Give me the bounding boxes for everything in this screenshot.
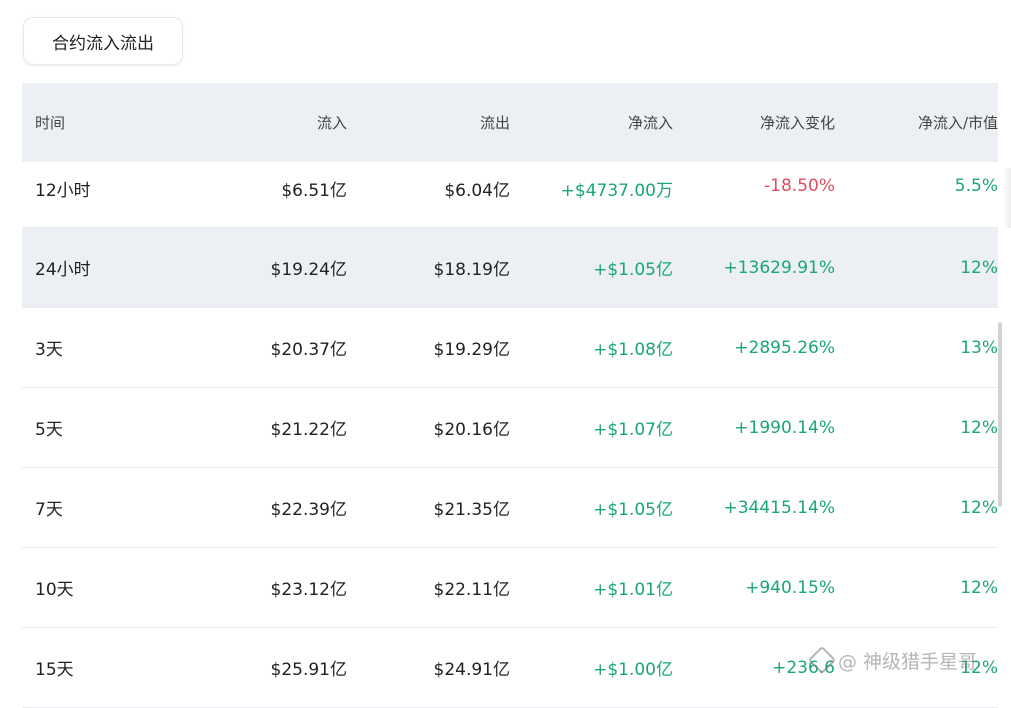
cell-outflow: $20.16亿	[433, 420, 510, 440]
cell-outflow: $22.11亿	[433, 580, 510, 600]
cell-outflow: $21.35亿	[433, 500, 510, 520]
col-header-net: 净流入	[627, 114, 673, 132]
cell-net-change: +940.15%	[745, 577, 835, 598]
watermark: @ 神级猎手星哥	[807, 645, 978, 675]
cell-net-ratio: 5.5%	[954, 176, 998, 196]
cell-net-change: +34415.14%	[723, 497, 835, 518]
col-header-inflow: 流入	[316, 114, 347, 132]
cell-net: +$1.08亿	[593, 340, 673, 360]
contract-flow-tab[interactable]: 合约流入流出	[23, 17, 183, 65]
cell-period: 5天	[35, 420, 63, 440]
cell-period: 7天	[35, 500, 63, 520]
cell-net: +$4737.00万	[560, 181, 673, 201]
cell-inflow: $6.51亿	[281, 181, 347, 201]
cell-net-ratio: 13%	[960, 337, 998, 358]
table-row[interactable]: 3天 $20.37亿 $19.29亿 +$1.08亿 +2895.26% 13%	[22, 308, 998, 388]
cell-outflow: $24.91亿	[433, 660, 510, 680]
flow-table: 时间 流入 流出 净流入 净流入变化 净流入/市值 12小时 $6.51亿 $6…	[22, 83, 998, 708]
watermark-logo-icon	[807, 645, 837, 675]
cell-net-change: +236.6	[772, 657, 835, 678]
col-header-net-ratio: 净流入/市值	[917, 114, 998, 132]
cell-period: 3天	[35, 340, 63, 360]
cell-net: +$1.07亿	[593, 420, 673, 440]
cell-inflow: $22.39亿	[270, 500, 347, 520]
cell-outflow: $6.04亿	[444, 181, 510, 201]
watermark-text: @ 神级猎手星哥	[838, 650, 978, 673]
scroll-edge-shadow	[1003, 168, 1011, 228]
col-header-net-change: 净流入变化	[759, 114, 835, 132]
col-header-outflow: 流出	[479, 114, 510, 132]
cell-net-ratio: 12%	[960, 657, 998, 678]
cell-net-change: -18.50%	[764, 176, 835, 196]
cell-period: 10天	[35, 580, 74, 600]
table-row[interactable]: 24小时 $19.24亿 $18.19亿 +$1.05亿 +13629.91% …	[22, 228, 998, 308]
cell-inflow: $19.24亿	[270, 260, 347, 280]
table-header: 时间 流入 流出 净流入 净流入变化 净流入/市值	[22, 83, 998, 162]
cell-inflow: $20.37亿	[270, 340, 347, 360]
cell-net: +$1.01亿	[593, 580, 673, 600]
cell-inflow: $23.12亿	[270, 580, 347, 600]
table-row[interactable]: 7天 $22.39亿 $21.35亿 +$1.05亿 +34415.14% 12…	[22, 468, 998, 548]
cell-net-change: +1990.14%	[734, 417, 835, 438]
cell-net-ratio: 12%	[960, 577, 998, 598]
cell-net-ratio: 12%	[960, 417, 998, 438]
cell-period: 12小时	[35, 181, 91, 201]
cell-period: 15天	[35, 660, 74, 680]
cell-net: +$1.05亿	[593, 260, 673, 280]
cell-outflow: $19.29亿	[433, 340, 510, 360]
table-row[interactable]: 12小时 $6.51亿 $6.04亿 +$4737.00万 -18.50% 5.…	[22, 162, 998, 228]
cell-inflow: $25.91亿	[270, 660, 347, 680]
cell-outflow: $18.19亿	[433, 260, 510, 280]
cell-net: +$1.00亿	[593, 660, 673, 680]
cell-net-change: +2895.26%	[734, 337, 835, 358]
cell-net-ratio: 12%	[960, 497, 998, 518]
cell-net-ratio: 12%	[960, 257, 998, 278]
col-header-time: 时间	[35, 114, 66, 132]
cell-inflow: $21.22亿	[270, 420, 347, 440]
cell-net: +$1.05亿	[593, 500, 673, 520]
table-row[interactable]: 5天 $21.22亿 $20.16亿 +$1.07亿 +1990.14% 12%	[22, 388, 998, 468]
cell-net-change: +13629.91%	[723, 257, 835, 278]
table-row[interactable]: 10天 $23.12亿 $22.11亿 +$1.01亿 +940.15% 12%	[22, 548, 998, 628]
cell-period: 24小时	[35, 260, 91, 280]
vertical-scrollbar[interactable]	[998, 322, 1002, 507]
